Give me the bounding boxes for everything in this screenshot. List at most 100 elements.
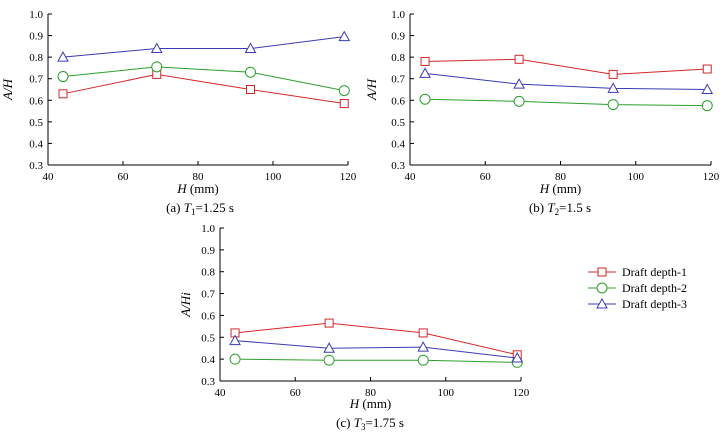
series-3 [419, 67, 714, 94]
data-point [511, 352, 524, 363]
series-2 [229, 353, 523, 368]
x-axis-label: H (mm) [539, 181, 582, 196]
series-1 [420, 54, 712, 79]
panel-caption: (c) T3=1.75 s [336, 415, 404, 432]
legend-label: Draft depth-2 [622, 281, 687, 295]
caption-value: 1.75 s [373, 415, 404, 430]
data-point [323, 342, 335, 353]
legend: Draft depth-1 Draft depth-2 Draft depth-3 [588, 265, 687, 311]
data-point [419, 93, 431, 105]
x-tick-label: 60 [118, 171, 130, 183]
data-point [150, 42, 163, 54]
x-tick-label: 40 [43, 171, 55, 183]
x-axis-label-unit: (mm) [359, 396, 391, 411]
data-point [514, 54, 524, 64]
y-tick-label: 0.5 [391, 117, 405, 129]
legend-entry-3: Draft depth-3 [588, 297, 687, 311]
caption-value: 1.5 s [566, 200, 591, 215]
legend-label: Draft depth-1 [622, 265, 687, 279]
caption-subscript: 3 [361, 422, 366, 432]
y-tick-label: 0.9 [391, 31, 405, 43]
x-tick-label: 60 [290, 387, 302, 399]
x-tick-label: 120 [340, 171, 357, 183]
caption-var: T [184, 200, 192, 215]
y-tick-label: 1.0 [201, 223, 215, 235]
x-tick-label: 100 [265, 171, 282, 183]
caption-var: T [354, 415, 362, 430]
data-point [339, 99, 349, 109]
data-point [513, 78, 525, 89]
y-tick-label: 0.4 [29, 138, 43, 150]
caption-prefix: (b) [529, 200, 547, 215]
y-tick-label: 0.8 [201, 267, 215, 279]
x-axis-label-var: H [539, 181, 550, 196]
caption-subscript: 2 [555, 207, 560, 217]
y-tick-label: 0.8 [29, 52, 43, 64]
series-3 [57, 30, 351, 62]
x-tick-label: 40 [405, 171, 417, 183]
series-line [424, 72, 708, 90]
chart-panel-1: 0.3 0.4 0.5 0.6 0.7 0.8 0.9 1.0 40 60 80 100 120 H (m… [0, 9, 357, 217]
data-point [246, 85, 255, 94]
data-point [418, 328, 428, 338]
x-axis-label: H (mm) [349, 396, 392, 411]
x-axis-label-unit: (mm) [549, 181, 581, 196]
x-tick-label: 80 [365, 387, 377, 399]
caption-subscript: 1 [191, 207, 196, 217]
series-line [235, 358, 518, 363]
data-point [513, 95, 525, 107]
y-tick-label: 0.4 [391, 138, 405, 150]
series-3 [229, 334, 524, 363]
caption-prefix: (a) [166, 200, 184, 215]
y-tick-label: 0.5 [201, 332, 215, 344]
data-point [607, 99, 619, 111]
caption-equals: = [559, 200, 566, 215]
caption-value: 1.25 s [203, 200, 234, 215]
x-tick-label: 100 [628, 171, 645, 183]
y-tick-label: 0.7 [391, 74, 405, 86]
chart-panel-2: 0.3 0.4 0.5 0.6 0.7 0.8 0.9 1.0 40 60 80 100 120 H (m… [364, 9, 720, 217]
series-line [235, 340, 518, 359]
series-line [62, 66, 345, 92]
data-point [338, 85, 350, 97]
series-line [62, 36, 345, 58]
panel-caption: (a) T1=1.25 s [166, 200, 234, 217]
y-tick-label: 0.9 [201, 245, 215, 257]
series-line [425, 98, 708, 107]
x-axis-label-var: H [349, 396, 360, 411]
y-tick-label: 0.6 [29, 95, 43, 107]
x-axis-label: H (mm) [176, 181, 219, 196]
panel-caption: (b) T2=1.5 s [529, 200, 591, 217]
y-tick-label: 1.0 [29, 9, 43, 21]
data-point [608, 69, 618, 79]
y-axis-label: A/H [0, 78, 15, 101]
y-tick-label: 0.7 [201, 289, 215, 301]
legend-entry-1: Draft depth-1 [588, 265, 687, 279]
y-tick-label: 0.7 [29, 74, 43, 86]
series-1 [230, 318, 522, 360]
y-tick-label: 0.6 [391, 95, 405, 107]
data-point [245, 66, 256, 78]
series-line [234, 322, 518, 356]
data-point [57, 51, 69, 62]
x-tick-label: 60 [480, 171, 492, 183]
x-tick-label: 80 [193, 171, 205, 183]
data-point [607, 82, 620, 93]
caption-var: T [547, 200, 555, 215]
chart-panels: 0.3 0.4 0.5 0.6 0.7 0.8 0.9 1.0 40 60 80 100 120 H (m… [0, 9, 720, 432]
x-tick-label: 80 [555, 171, 567, 183]
y-tick-label: 0.9 [29, 31, 43, 43]
data-point [701, 100, 713, 112]
data-point [229, 334, 241, 346]
x-tick-label: 120 [703, 171, 720, 183]
y-axis-label: A/H [364, 78, 379, 101]
data-point [57, 71, 69, 83]
y-axis-label: A/Hi [178, 292, 193, 318]
legend-marker [596, 297, 608, 309]
caption-prefix: (c) [336, 415, 354, 430]
data-point [151, 61, 163, 73]
data-point [417, 354, 429, 366]
series-1 [58, 69, 349, 109]
chart-panel-3: 0.3 0.4 0.5 0.6 0.7 0.8 0.9 1.0 40 60 80 100 120 H (m… [178, 223, 530, 432]
data-point [701, 83, 714, 94]
